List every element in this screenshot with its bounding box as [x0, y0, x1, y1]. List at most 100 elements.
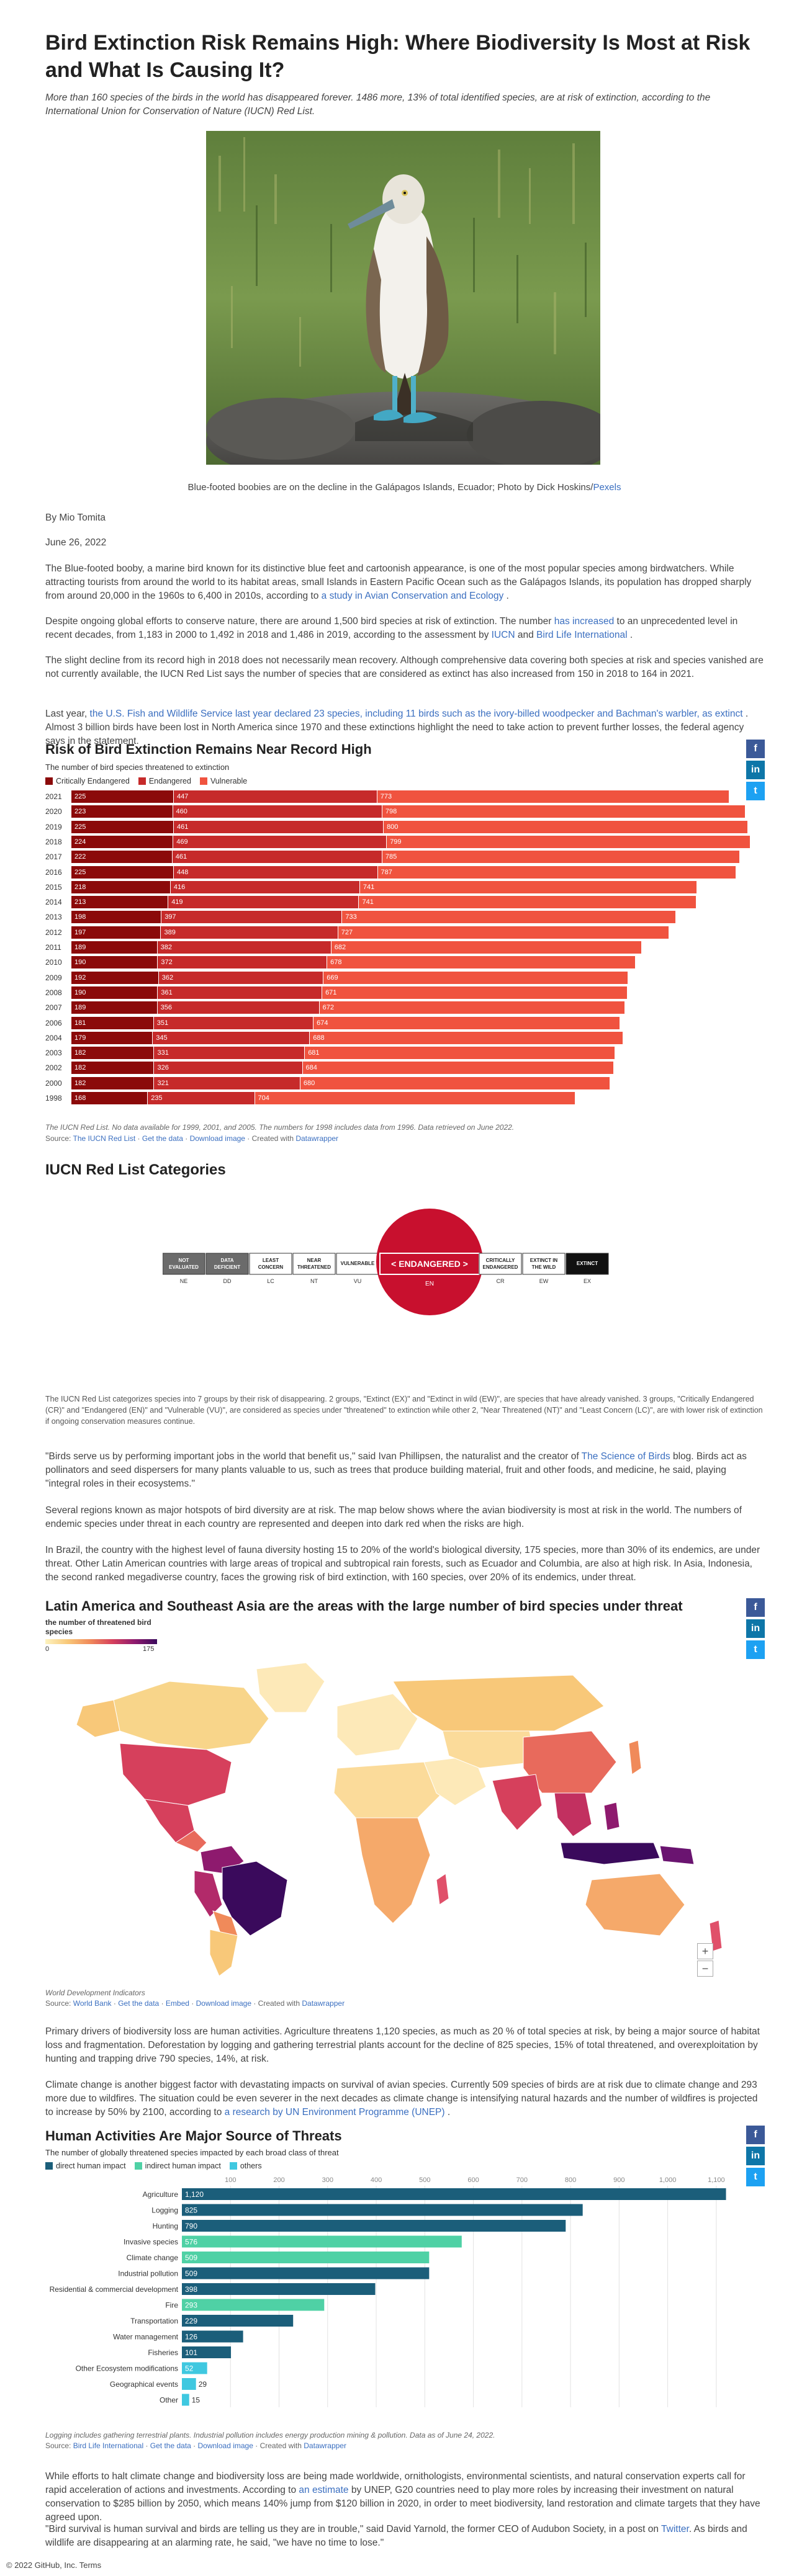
map-get-data-link[interactable]: Get the data [118, 1999, 160, 2008]
chart1-row: 2016 225 448 787 [45, 865, 759, 879]
chart1-bar-segment: 224 [71, 835, 173, 848]
legend-swatch [45, 2162, 53, 2170]
chart1-year-label: 2018 [45, 837, 62, 846]
chart2-legend: direct human impact indirect human impact… [45, 2162, 764, 2173]
facebook-share-button[interactable]: f [746, 2126, 765, 2144]
facebook-share-button[interactable]: f [746, 740, 765, 758]
map-legend-gradient [45, 1639, 157, 1644]
chart1-bar-segment: 189 [71, 1001, 157, 1014]
chart1-row: 2010 190 372 678 [45, 956, 759, 969]
chart2-legend-item: others [229, 2162, 262, 2170]
linkedin-share-button[interactable]: in [746, 1619, 765, 1638]
map-download-link[interactable]: Download image [196, 1999, 251, 2008]
chart2-download-link[interactable]: Download image [197, 2441, 253, 2450]
chart1-row: 2006 181 351 674 [45, 1016, 759, 1029]
chart1-bar-segment: 787 [377, 865, 736, 879]
usfws-link[interactable]: the U.S. Fish and Wildlife Service last … [89, 709, 743, 719]
chart2-get-data-link[interactable]: Get the data [150, 2441, 191, 2450]
chart1-row: 1998 168 235 704 [45, 1092, 759, 1104]
chart1-bar-segment: 680 [300, 1076, 610, 1089]
chart2-value-label: 293 [185, 2301, 197, 2310]
linkedin-share-button[interactable]: in [746, 761, 765, 779]
chart1-year-label: 2020 [45, 807, 62, 816]
chart2-datawrapper-link[interactable]: Datawrapper [304, 2441, 346, 2450]
unep-research-link[interactable]: a research by UN Environment Programme (… [224, 2107, 445, 2118]
chart1-bar-segment: 397 [161, 911, 342, 924]
linkedin-share-button[interactable]: in [746, 2147, 765, 2165]
legend-label: Vulnerable [210, 777, 248, 785]
iucn-cat-label: DATA [220, 1258, 233, 1263]
chart1-bar-segment: 182 [71, 1062, 154, 1075]
iucn-cat-box [162, 1253, 205, 1275]
chart1-download-link[interactable]: Download image [189, 1134, 245, 1143]
unep-estimate-link[interactable]: an estimate [299, 2485, 349, 2495]
legend-swatch [134, 2162, 142, 2170]
chart2-source: Source: Bird Life International · Get th… [45, 2441, 346, 2450]
booby-photo [206, 131, 600, 465]
twitter-share-button[interactable]: t [746, 2168, 765, 2186]
chart1-year-label: 2019 [45, 822, 62, 831]
birdlife-link[interactable]: Bird Life International [536, 630, 628, 640]
twitter-share-button[interactable]: t [746, 1640, 765, 1659]
chart2-category-label: Logging [151, 2206, 178, 2215]
chart2-bar [182, 2267, 430, 2279]
chart1-row: 2020 223 460 798 [45, 805, 759, 818]
chart2-bar [182, 2378, 196, 2390]
chart1-bar-segment: 225 [71, 790, 173, 803]
world-choropleth [76, 1662, 723, 1977]
world-map[interactable]: + − [45, 1657, 764, 1979]
iucn-cat-box [479, 1253, 522, 1275]
map-embed-link[interactable]: Embed [165, 1999, 189, 2008]
iucn-cat-box [336, 1253, 379, 1275]
chart1-bar-segment: 225 [71, 865, 173, 879]
chart2-bar [182, 2204, 583, 2216]
chart1-row: 2003 182 331 681 [45, 1047, 759, 1060]
chart1-bar-segment: 798 [382, 805, 746, 818]
iucn-cat-label: THREATENED [297, 1264, 331, 1270]
chart1-bar-segment: 181 [71, 1016, 153, 1029]
chart1-row: 2009 192 362 669 [45, 971, 759, 984]
map-zoom-out-button[interactable]: − [697, 1961, 713, 1977]
chart1-year-label: 1998 [45, 1094, 62, 1102]
chart1-legend-item: Vulnerable [199, 777, 248, 785]
study-link[interactable]: a study in Avian Conservation and Ecolog… [321, 591, 504, 601]
chart2-category-label: Industrial pollution [118, 2270, 178, 2278]
has-increased-link[interactable]: has increased [554, 616, 615, 627]
iucn-cat-label: NOT [179, 1258, 189, 1263]
photo-credit-link[interactable]: Pexels [593, 482, 621, 493]
map-legend-title: the number of threatened bird species [45, 1618, 151, 1636]
chart1-row: 2008 190 361 671 [45, 986, 759, 999]
chart2-source-link[interactable]: Bird Life International [73, 2441, 144, 2450]
paragraph-4: Last year, the U.S. Fish and Wildlife Se… [45, 709, 749, 746]
chart2-tick-label: 500 [419, 2176, 430, 2184]
twitter-post-link[interactable]: Twitter [661, 2524, 689, 2534]
map-zoom-in-button[interactable]: + [697, 1943, 713, 1959]
map-datawrapper-link[interactable]: Datawrapper [302, 1999, 345, 2008]
chart1-legend: Critically Endangered Endangered Vulnerabl… [45, 777, 764, 788]
science-of-birds-link[interactable]: The Science of Birds [581, 1451, 670, 1462]
chart1-source-link[interactable]: The IUCN Red List [73, 1134, 136, 1143]
iucn-link[interactable]: IUCN [491, 630, 515, 640]
map-source-link[interactable]: World Bank [73, 1999, 112, 2008]
chart1-row: 2007 189 356 672 [45, 1001, 759, 1014]
facebook-share-button[interactable]: f [746, 1598, 765, 1617]
chart2-category-label: Transportation [130, 2317, 178, 2325]
chart1-datawrapper-link[interactable]: Datawrapper [295, 1134, 339, 1143]
chart2-value-label: 229 [185, 2317, 197, 2325]
chart1-bar-segment: 197 [71, 926, 161, 939]
map-source: Source: World Bank · Get the data · Embe… [45, 1999, 345, 2008]
chart1-bar-segment: 741 [359, 880, 697, 893]
chart1-bar-segment: 223 [71, 805, 173, 818]
chart1-get-data-link[interactable]: Get the data [142, 1134, 183, 1143]
chart2-category-label: Other [160, 2396, 178, 2405]
chart1-bar-segment: 179 [71, 1031, 153, 1044]
chart1-bar-segment: 416 [170, 880, 359, 893]
chart2-legend-item: direct human impact [45, 2162, 126, 2170]
chart2-value-label: 825 [185, 2206, 197, 2215]
paragraph-8: Primary drivers of biodiversity loss are… [45, 2026, 760, 2064]
map-legend-max: 175 [143, 1645, 155, 1653]
chart1-year-label: 2010 [45, 958, 62, 967]
paragraph-3: The slight decline from its record high … [45, 655, 764, 679]
chart1-bar-segment: 681 [305, 1047, 615, 1060]
twitter-share-button[interactable]: t [746, 782, 765, 800]
